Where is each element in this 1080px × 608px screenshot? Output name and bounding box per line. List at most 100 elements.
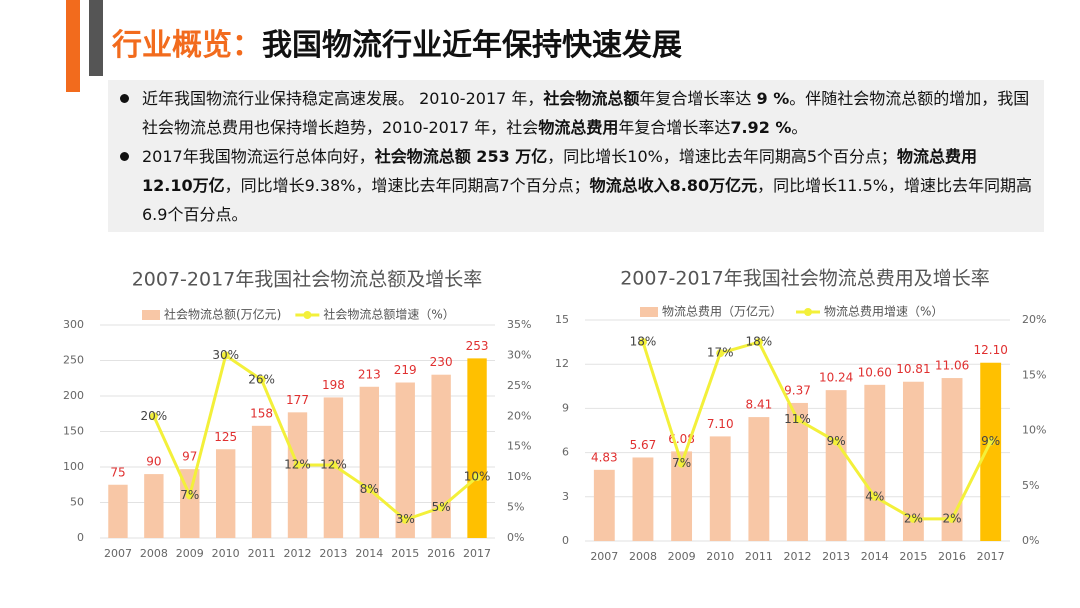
x-tick-label: 2007 [104,547,132,560]
x-tick-label: 2014 [861,550,889,563]
line [641,340,993,521]
bar-value-label: 11.06 [935,359,969,373]
y-tick-label: 15 [555,313,569,326]
y2-tick-label: 10% [507,470,531,483]
accent-bar [66,0,80,92]
line-value-label: 11% [784,412,811,426]
bar [902,381,924,541]
text-run: 物流总收入8.80万亿元 [589,176,758,195]
line-marker [909,514,918,523]
line-marker [329,460,338,469]
x-tick-label: 2010 [212,547,240,560]
x-tick-label: 2014 [355,547,383,560]
y2-tick-label: 0% [507,531,524,544]
line-value-label: 2% [904,511,923,525]
bullet: 近年我国物流行业保持稳定高速发展。 2010-2017 年，社会物流总额年复合增… [120,84,1032,142]
line-marker [716,349,725,358]
line-value-label: 7% [180,488,199,502]
legend-swatch [142,310,160,320]
line-value-label: 9% [981,434,1000,448]
text-run: 社会物流总额 [543,89,640,108]
x-tick-label: 2015 [391,547,419,560]
line-value-label: 8% [360,482,379,496]
bar-value-label: 219 [394,363,417,377]
line-marker [257,375,266,384]
x-tick-label: 2017 [463,547,491,560]
bar-value-label: 9.37 [784,383,811,397]
bullet: 2017年我国物流运行总体向好，社会物流总额 253 万亿，同比增长10%，增速… [120,142,1032,229]
y-tick-label: 250 [63,354,84,367]
bullet-box: 近年我国物流行业保持稳定高速发展。 2010-2017 年，社会物流总额年复合增… [108,80,1044,232]
line-marker [185,491,194,500]
bar-value-label: 12.10 [974,343,1008,357]
title-prefix: 行业概览： [112,28,262,63]
text-run: 年复合增长率达 [618,118,731,137]
text-run: 物流总费用 12.10万亿 [142,147,978,195]
line-value-label: 12% [320,457,347,471]
line-value-label: 12% [284,457,311,471]
line-marker [754,338,763,347]
bar [287,412,308,538]
title-text: 我国物流行业近年保持快速发展 [262,28,682,63]
line-value-label: 18% [630,335,657,349]
text-run: 近年我国物流行业保持稳定高速发展。 2010-2017 年， [142,89,544,108]
y-tick-label: 0 [562,534,569,547]
line-marker [221,351,230,360]
y2-tick-label: 15% [507,440,531,453]
y2-tick-label: 5% [1022,479,1039,492]
bullet-text: 2017年我国物流运行总体向好，社会物流总额 253 万亿，同比增长10%，增速… [142,142,1032,229]
text-run: 7.92 % [730,118,792,137]
y2-tick-label: 25% [507,379,531,392]
line-marker [870,492,879,501]
bar-value-label: 213 [358,367,381,381]
line-value-label: 4% [865,489,884,503]
bar [215,449,236,538]
text-run: 2017年我国物流运行总体向好， [142,147,375,166]
bar-value-label: 10.81 [896,362,930,376]
bar-value-label: 158 [250,406,273,420]
line-marker [677,459,686,468]
x-tick-label: 2011 [248,547,276,560]
bar [467,358,487,538]
text-run: 社会物流总额 253 万亿 [374,147,548,166]
x-tick-label: 2011 [745,550,773,563]
line-marker [401,515,410,524]
bar [787,402,808,541]
bar [359,386,380,538]
y2-tick-label: 15% [1022,368,1046,381]
bar-value-label: 198 [322,378,345,392]
y2-tick-label: 0% [1022,534,1039,547]
text-run: 9 % [756,89,790,108]
line-value-label: 30% [212,348,239,362]
text-run: 。伴随社会物流总额的增加，我国社会物流总费用也保持增长趋势，2010-2017 … [142,89,1030,137]
bar [941,378,963,541]
y-tick-label: 50 [70,496,84,509]
bullet-text: 近年我国物流行业保持稳定高速发展。 2010-2017 年，社会物流总额年复合增… [142,84,1032,142]
y-tick-label: 9 [562,401,569,414]
line-value-label: 17% [707,346,734,360]
legend-label: 社会物流总额(万亿元) [164,307,281,322]
text-run: ，同比增长11.5%，增速比去年同期高6.9个百分点。 [142,176,1032,224]
bar [593,469,615,541]
y-tick-label: 300 [63,318,84,331]
y-tick-label: 6 [562,446,569,459]
line-value-label: 7% [672,456,691,470]
y-tick-label: 0 [77,531,84,544]
line-marker [832,437,841,446]
line-marker [293,460,302,469]
x-tick-label: 2007 [590,550,618,563]
legend-swatch [640,307,658,317]
bar-value-label: 75 [110,465,125,479]
y-tick-label: 100 [63,460,84,473]
chart-title: 2007-2017年我国社会物流总费用及增长率 [620,268,990,290]
y-tick-label: 3 [562,490,569,503]
line-marker [473,473,482,482]
line [152,352,479,522]
y2-tick-label: 5% [507,501,524,514]
legend-label: 物流总费用增速（%） [824,305,943,319]
line-value-label: 18% [746,335,773,349]
text-run: 年复合增长率达 [639,89,757,108]
y2-tick-label: 10% [1022,424,1046,437]
bar [825,390,847,541]
